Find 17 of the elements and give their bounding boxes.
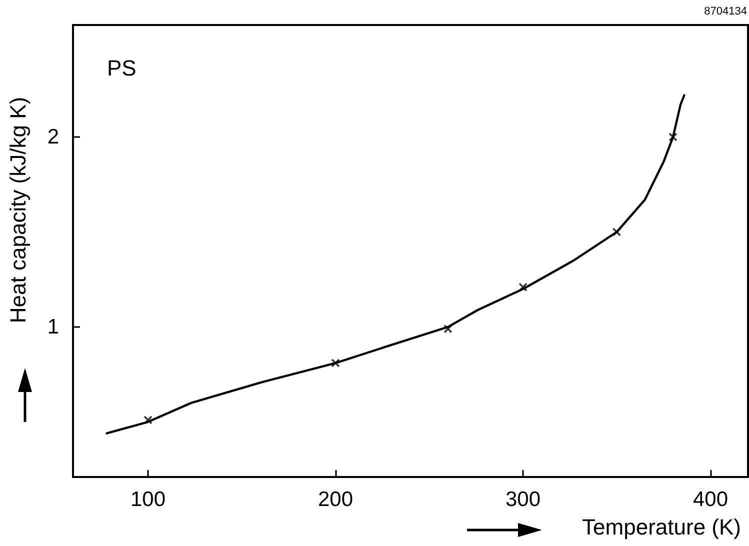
y-tick-label: 2 — [47, 126, 59, 149]
y-tick-label: 1 — [47, 315, 59, 338]
line-series — [106, 94, 686, 434]
x-tick-label: 100 — [130, 488, 166, 511]
x-tick-label: 300 — [505, 488, 541, 511]
text: 8704134 — [704, 6, 748, 18]
annotation: PS — [107, 56, 136, 80]
y-axis-title: Heat capacity (kJ/kg K) — [6, 96, 30, 324]
point — [444, 324, 452, 334]
x-axis-title: Temperature (K) — [582, 514, 742, 540]
x-tick-label: 200 — [318, 488, 354, 511]
point — [668, 132, 678, 142]
point — [518, 282, 528, 292]
point — [144, 416, 152, 424]
point — [612, 228, 622, 236]
point — [331, 358, 340, 368]
x-tick-label: 400 — [692, 488, 728, 511]
